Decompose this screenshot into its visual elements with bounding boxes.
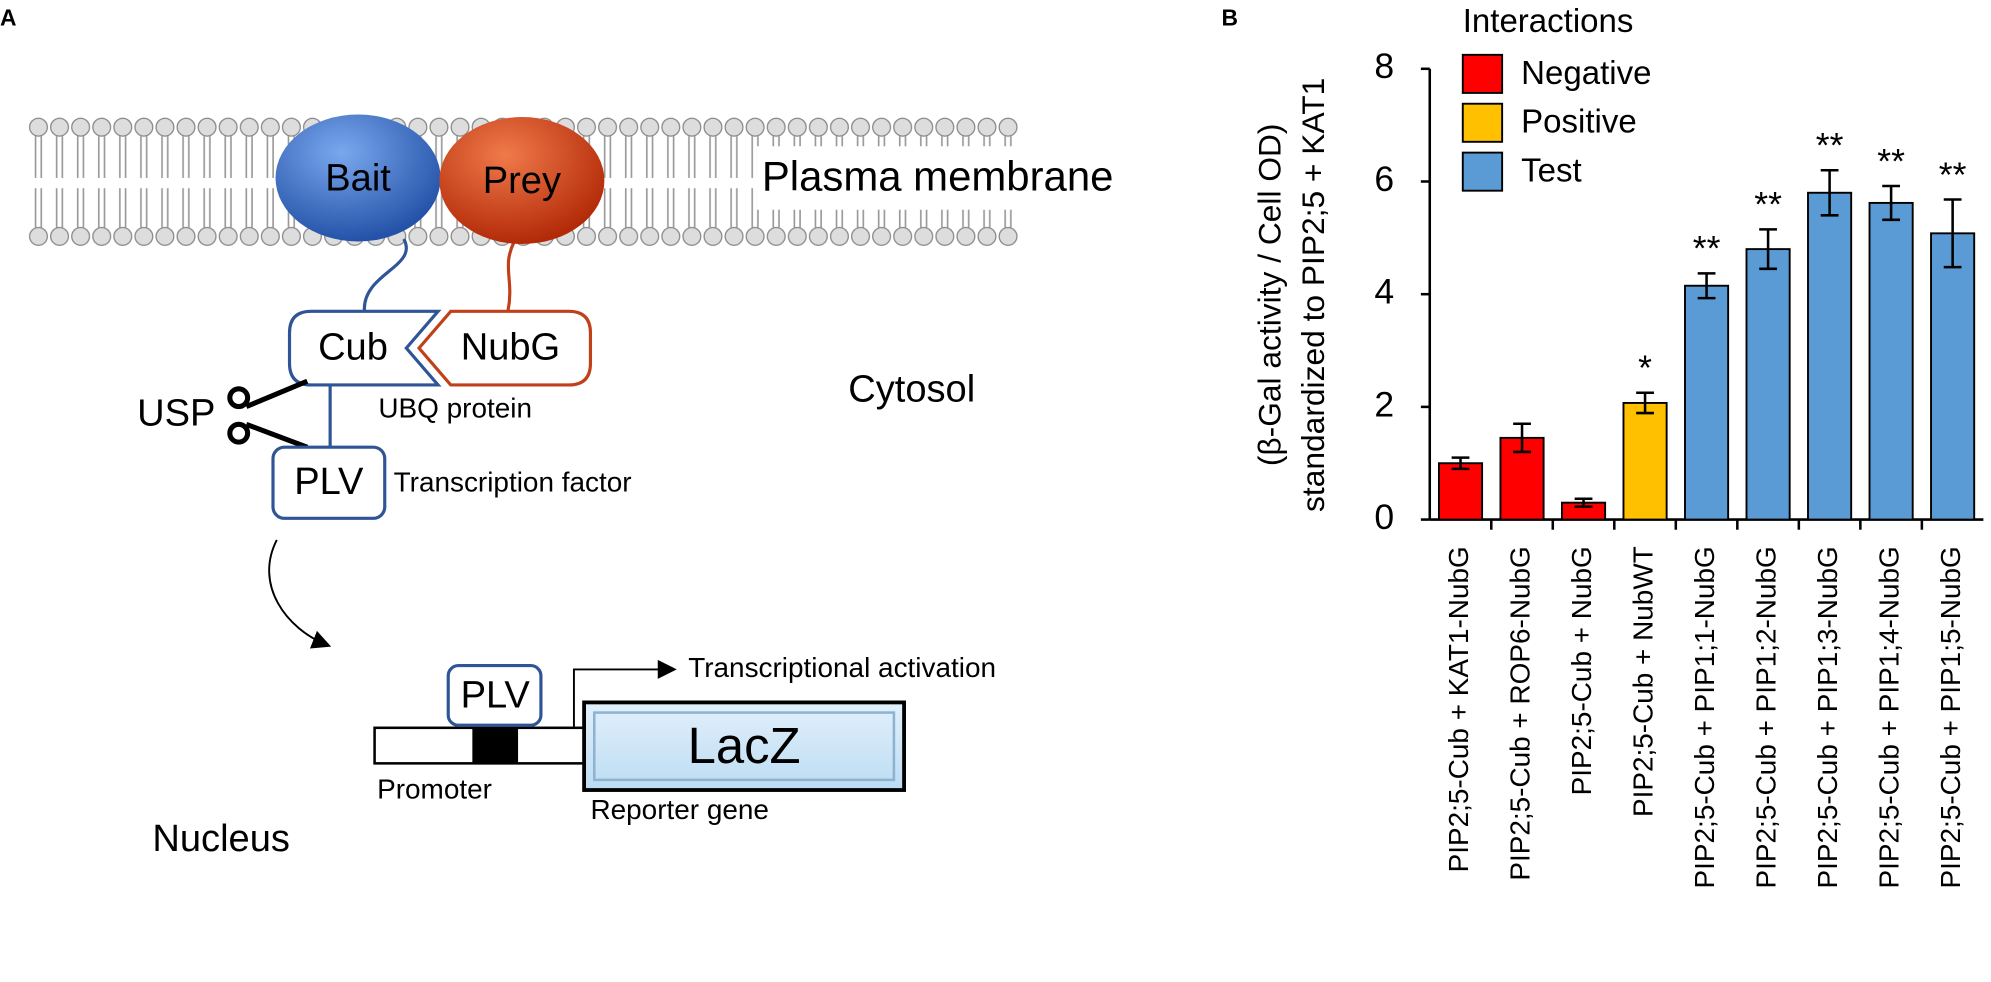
prey xyxy=(439,117,605,245)
reporter-label: Reporter gene xyxy=(590,794,769,825)
y-tick-label: 4 xyxy=(1374,272,1394,312)
significance: * xyxy=(1638,348,1652,388)
plv-label: PLV xyxy=(294,461,364,503)
error-bar xyxy=(1759,228,1777,271)
arrow xyxy=(572,659,677,727)
bar xyxy=(1622,401,1668,521)
panel-b: B Interactions (β-Gal activity / Cell OD… xyxy=(1222,2,1984,888)
legend-swatch xyxy=(1461,102,1504,143)
legend-title: Interactions xyxy=(1463,2,1634,39)
bait-label: Bait xyxy=(325,158,391,200)
plv xyxy=(271,445,387,520)
x-tick-label: PIP2;5-Cub + PIP1;2-NubG xyxy=(1750,546,1781,888)
x-tick-label: PIP2;5-Cub + NubG xyxy=(1566,546,1597,795)
legend-label: Test xyxy=(1521,152,1582,189)
x-tick-label: PIP2;5-Cub + NubWT xyxy=(1627,546,1658,817)
binding-site xyxy=(472,727,519,764)
error-bar xyxy=(1574,497,1593,508)
prey-label: Prey xyxy=(483,160,561,202)
legend-label: Negative xyxy=(1521,54,1651,91)
linker xyxy=(506,240,516,312)
nubg xyxy=(416,309,593,387)
ubq-label: UBQ protein xyxy=(378,393,532,424)
error-bar xyxy=(1636,391,1654,415)
linker xyxy=(362,238,408,312)
lacz-bevel xyxy=(592,711,896,782)
cub-label: Cub xyxy=(318,326,388,368)
legend-swatch xyxy=(1461,53,1504,94)
x-tick-label: PIP2;5-Cub + ROP6-NubG xyxy=(1504,546,1535,880)
cub xyxy=(287,309,442,387)
error-bar xyxy=(1513,422,1531,454)
bait xyxy=(275,114,441,242)
y-tick-label: 6 xyxy=(1374,159,1394,199)
tf-label: Transcription factor xyxy=(394,466,632,497)
error-bar xyxy=(1697,272,1716,300)
promoter-label: Promoter xyxy=(377,774,492,805)
significance: ** xyxy=(1693,229,1721,269)
legend-label: Positive xyxy=(1521,103,1637,140)
bar xyxy=(1807,191,1853,521)
usp-label: USP xyxy=(137,393,215,435)
significance: ** xyxy=(1939,155,1967,195)
y-tick-label: 0 xyxy=(1374,497,1394,537)
bar xyxy=(1745,248,1791,521)
x-tick-label: PIP2;5-Cub + PIP1;4-NubG xyxy=(1873,546,1904,888)
label-bg xyxy=(756,146,1151,210)
x-tick-label: PIP2;5-Cub + PIP1;1-NubG xyxy=(1689,546,1720,888)
lacz xyxy=(582,700,906,792)
bar xyxy=(1868,201,1914,521)
membrane-label: Plasma membrane xyxy=(762,152,1114,199)
error-bar xyxy=(1943,198,1962,269)
x-tick-label: PIP2;5-Cub + PIP1;5-NubG xyxy=(1935,546,1966,888)
y-axis-label: standardized to PIP2;5 + KAT1 xyxy=(1295,78,1331,512)
nubg-label: NubG xyxy=(461,326,560,368)
significance: ** xyxy=(1816,126,1844,166)
plv-label: PLV xyxy=(461,674,531,716)
nucleus-label: Nucleus xyxy=(152,818,290,860)
x-tick-label: PIP2;5-Cub + KAT1-NubG xyxy=(1443,546,1474,872)
significance: ** xyxy=(1877,141,1905,181)
bar xyxy=(1930,232,1976,521)
panel-a: A Plasma membrane Bait Prey Cub NubG UBQ… xyxy=(0,5,1151,860)
legend-swatch xyxy=(1461,151,1504,192)
bar xyxy=(1684,284,1730,521)
lacz-label: LacZ xyxy=(688,717,801,774)
panel-label: B xyxy=(1222,5,1239,31)
scissors xyxy=(227,378,309,450)
panel-label: A xyxy=(0,5,17,31)
y-tick-label: 2 xyxy=(1374,384,1394,424)
y-tick-label: 8 xyxy=(1374,46,1394,86)
error-bar xyxy=(1451,456,1470,471)
significance: ** xyxy=(1754,185,1782,225)
cytosol-label: Cytosol xyxy=(848,368,975,410)
x-tick-label: PIP2;5-Cub + PIP1;3-NubG xyxy=(1812,546,1843,888)
y-axis-label: (β-Gal activity / Cell OD) xyxy=(1252,123,1288,466)
plv xyxy=(446,664,543,727)
arrow xyxy=(268,539,332,649)
bar xyxy=(1437,462,1484,521)
activation-label: Transcriptional activation xyxy=(688,652,996,683)
error-bar xyxy=(1820,168,1839,217)
error-bar xyxy=(1882,184,1900,222)
